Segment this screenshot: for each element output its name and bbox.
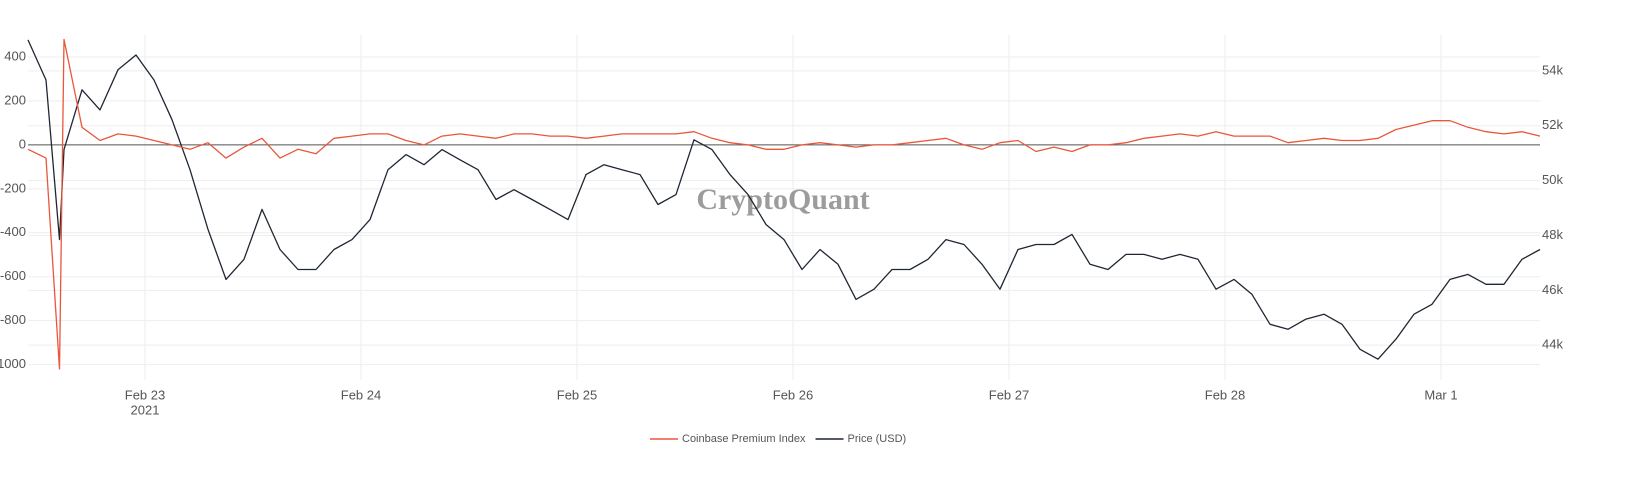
y2-tick-label: 52k	[1542, 117, 1563, 132]
y-tick-label: -400	[0, 224, 26, 239]
y2-tick-label: 54k	[1542, 62, 1563, 77]
y-tick-label: 400	[4, 48, 26, 63]
y-tick-label: 0	[19, 136, 26, 151]
y-tick-label: 200	[4, 92, 26, 107]
series-line	[27, 38, 1541, 370]
x-tick-label: Feb 27	[989, 387, 1029, 402]
x-tick-label: Feb 25	[557, 387, 597, 402]
series-line	[27, 39, 1541, 360]
x-tick-label: Feb 24	[341, 387, 381, 402]
x-tick-year: 2021	[131, 402, 160, 417]
y-tick-label: -200	[0, 180, 26, 195]
legend-label: Price (USD)	[848, 433, 907, 445]
y-tick-label: -1000	[0, 356, 26, 371]
plot	[27, 38, 1541, 370]
y2-tick-label: 48k	[1542, 227, 1563, 242]
y2-tick-label: 46k	[1542, 282, 1563, 297]
grid	[28, 35, 1540, 380]
x-tick-label: Feb 23	[125, 387, 165, 402]
watermark: CryptoQuant	[696, 183, 869, 216]
y-tick-label: -600	[0, 268, 26, 283]
x-tick-label: Feb 28	[1205, 387, 1245, 402]
x-tick-label: Mar 1	[1424, 387, 1457, 402]
y-tick-label: -800	[0, 312, 26, 327]
x-tick-label: Feb 26	[773, 387, 813, 402]
legend-label: Coinbase Premium Index	[682, 433, 806, 445]
y2-tick-label: 44k	[1542, 337, 1563, 352]
y2-tick-label: 50k	[1542, 172, 1563, 187]
